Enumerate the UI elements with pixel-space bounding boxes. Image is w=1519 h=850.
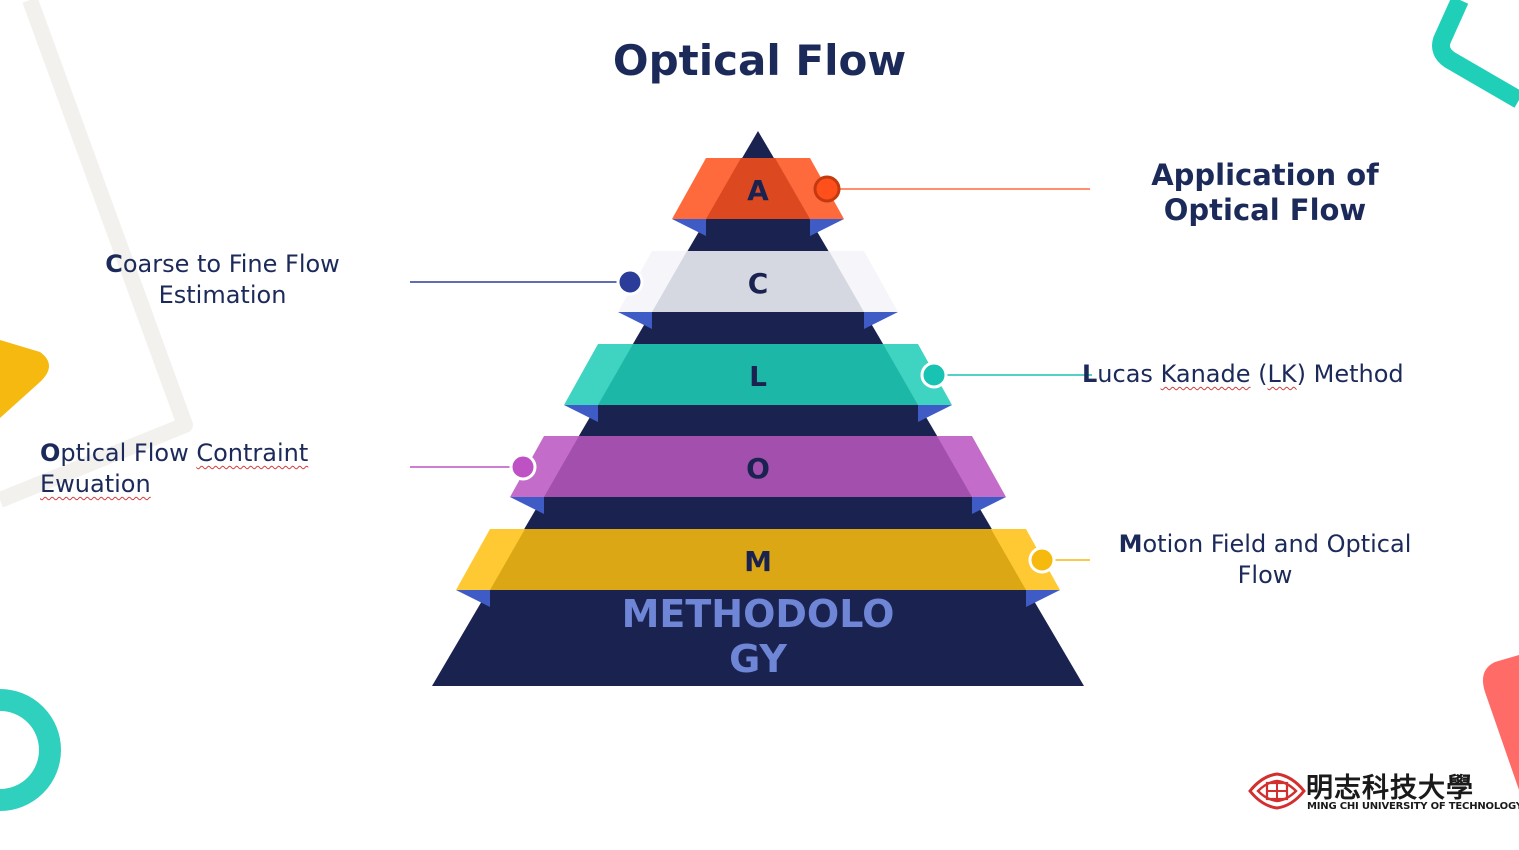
band-c-inner: [652, 251, 864, 312]
label-application-line2: Optical Flow: [1163, 193, 1367, 227]
label-lucas-initial: L: [1082, 360, 1098, 388]
fold-a-right: [810, 219, 844, 236]
university-name-chinese: 明志科技大學: [1306, 773, 1474, 804]
label-optical-flow-constraint: Optical Flow Contraint Ewuation: [40, 438, 360, 500]
band-o-inner: [544, 436, 972, 497]
band-l-inner: [598, 344, 918, 405]
label-method-word: Method: [1313, 360, 1404, 388]
fold-m-right: [1026, 590, 1060, 607]
label-optical-rest: ptical Flow: [60, 439, 197, 467]
label-lk-word: LK: [1267, 360, 1297, 388]
fold-c-right: [864, 312, 898, 329]
university-name-english: MING CHI UNIVERSITY OF TECHNOLOGY: [1307, 801, 1519, 812]
dot-c: [616, 268, 644, 296]
yellow-triangle-shape: [0, 340, 49, 418]
teal-ring-shape: [0, 689, 61, 811]
slide-title: Optical Flow: [612, 36, 907, 85]
label-lucas-word: ucas: [1097, 360, 1153, 388]
base-label-line1: METHODOLO: [622, 592, 895, 636]
label-kanade-word: Kanade: [1160, 360, 1251, 388]
label-application: Application of Optical Flow: [1125, 158, 1405, 228]
level-letter-c: C: [748, 267, 769, 300]
university-logo: 明志科技大學 MING CHI UNIVERSITY OF TECHNOLOGY: [1248, 768, 1519, 816]
base-label-line2: GY: [729, 637, 787, 681]
label-lucas-kanade: Lucas Kanade (LK) Method: [1082, 359, 1404, 390]
fold-a-left: [672, 219, 706, 236]
label-coarse-line2: Estimation: [158, 281, 287, 309]
level-letter-m: M: [744, 545, 772, 578]
label-contraint-word: Contraint: [196, 439, 309, 467]
fold-l-left: [564, 405, 598, 422]
teal-corner-shape: [1432, 0, 1519, 108]
label-coarse-rest: oarse to Fine Flow: [122, 250, 340, 278]
label-lk-close: ): [1296, 360, 1307, 388]
fold-m-left: [456, 590, 490, 607]
band-a-inner: [706, 158, 810, 219]
label-ewuation-word: Ewuation: [40, 470, 151, 498]
fold-o-right: [972, 497, 1006, 514]
level-letter-l: L: [749, 360, 767, 393]
fold-c-left: [618, 312, 652, 329]
coral-corner-shape: [1482, 655, 1519, 790]
label-application-line1: Application of: [1151, 158, 1379, 192]
university-emblem-icon: [1248, 772, 1306, 810]
label-motion-field: Motion Field and Optical Flow: [1100, 529, 1430, 591]
band-m-inner: [490, 529, 1026, 590]
gray-frame-shape: [0, 0, 193, 508]
label-motion-initial: M: [1118, 530, 1143, 558]
level-letter-a: A: [747, 174, 769, 207]
fold-l-right: [918, 405, 952, 422]
label-motion-rest: otion Field and Optical: [1142, 530, 1412, 558]
label-coarse-initial: C: [105, 250, 123, 278]
fold-o-left: [510, 497, 544, 514]
level-letter-o: O: [746, 452, 770, 485]
label-coarse-to-fine: Coarse to Fine Flow Estimation: [80, 249, 365, 311]
label-motion-line2: Flow: [1237, 561, 1293, 589]
dot-l: [920, 361, 948, 389]
label-lk-open: (: [1258, 360, 1268, 388]
dot-m: [1028, 546, 1056, 574]
dot-a: [813, 175, 841, 203]
label-optical-initial: O: [40, 439, 61, 467]
dot-o: [509, 453, 537, 481]
